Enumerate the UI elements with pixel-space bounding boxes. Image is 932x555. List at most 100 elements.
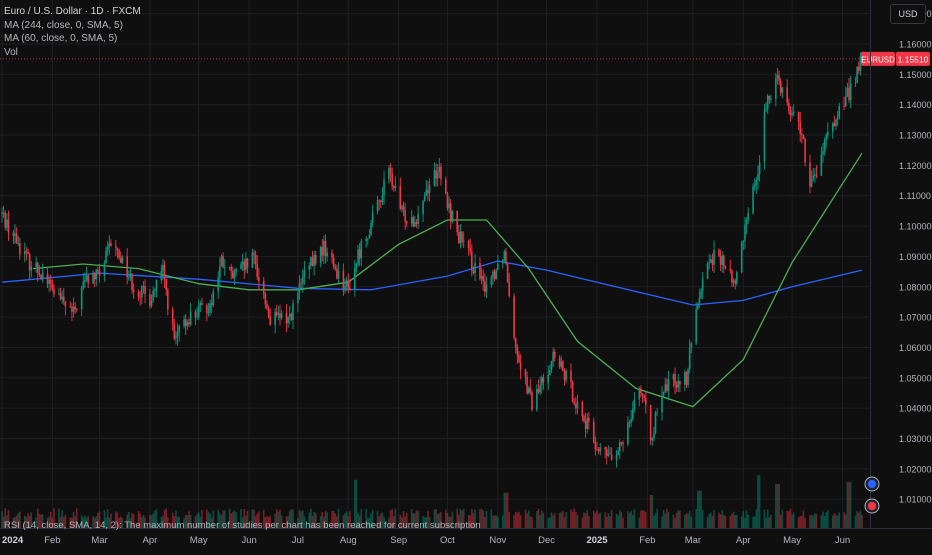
candle-body[interactable] [345,280,348,287]
candle-body[interactable] [223,267,226,269]
candle-body[interactable] [48,279,50,284]
candle-body[interactable] [775,78,777,100]
candle-body[interactable] [797,112,800,122]
candle-body[interactable] [654,412,657,433]
candle-body[interactable] [599,447,602,452]
candle-body[interactable] [744,224,746,241]
candle-body[interactable] [415,222,418,224]
candle-body[interactable] [425,189,428,196]
candle-body[interactable] [661,395,663,413]
candle-body[interactable] [162,264,164,272]
candle-body[interactable] [786,87,789,103]
legend-ma244[interactable]: MA (244, close, 0, SMA, 5) [4,19,123,31]
candle-body[interactable] [337,271,340,279]
candle-body[interactable] [46,273,49,284]
candle-body[interactable] [490,277,493,286]
candle-body[interactable] [576,401,579,409]
candle-body[interactable] [53,289,55,295]
candle-body[interactable] [378,200,380,202]
candle-body[interactable] [370,222,372,235]
candle-body[interactable] [196,316,198,318]
candle-body[interactable] [269,316,272,326]
candle-body[interactable] [605,449,608,456]
candle-body[interactable] [324,240,327,257]
candle-body[interactable] [23,250,26,255]
candle-body[interactable] [371,211,374,223]
candle-body[interactable] [167,289,169,310]
candle-body[interactable] [308,265,311,270]
candle-body[interactable] [388,167,390,180]
candle-body[interactable] [246,258,249,268]
candle-body[interactable] [228,266,231,268]
candle-body[interactable] [321,247,324,256]
candle-body[interactable] [197,305,200,317]
candle-body[interactable] [288,314,291,317]
candle-body[interactable] [484,281,486,292]
candle-body[interactable] [323,240,325,256]
candle-body[interactable] [222,256,224,268]
candle-body[interactable] [778,75,780,81]
candle-body[interactable] [184,319,187,326]
candle-body[interactable] [212,291,215,306]
candle-body[interactable] [516,347,519,356]
candle-body[interactable] [513,296,515,339]
candle-body[interactable] [332,257,335,267]
candle-body[interactable] [575,404,577,409]
candle-body[interactable] [814,174,816,176]
candle-body[interactable] [667,379,670,391]
candle-body[interactable] [349,288,351,290]
candle-body[interactable] [401,206,403,209]
candle-body[interactable] [675,384,678,388]
candle-body[interactable] [550,361,553,371]
candle-body[interactable] [394,185,397,189]
candle-body[interactable] [28,253,31,271]
candle-body[interactable] [38,272,41,275]
currency-button[interactable]: USD [890,4,926,24]
candle-body[interactable] [854,82,857,84]
candle-body[interactable] [114,246,117,248]
candle-body[interactable] [95,269,98,280]
candle-body[interactable] [474,262,476,274]
candle-body[interactable] [617,451,619,455]
candle-body[interactable] [649,405,652,441]
candle-body[interactable] [93,272,96,280]
candle-body[interactable] [30,266,33,271]
candle-body[interactable] [129,273,132,278]
candle-body[interactable] [586,417,589,429]
candle-body[interactable] [12,232,15,236]
candle-body[interactable] [539,385,541,393]
candle-body[interactable] [82,281,85,288]
candle-body[interactable] [292,303,294,321]
candle-body[interactable] [422,201,424,215]
candle-body[interactable] [267,308,270,317]
candle-body[interactable] [508,282,511,297]
candle-body[interactable] [503,251,506,261]
candle-body[interactable] [565,370,567,381]
candle-body[interactable] [6,219,8,228]
candle-body[interactable] [14,233,16,236]
candle-body[interactable] [843,106,845,107]
candle-body[interactable] [594,442,597,450]
candle-body[interactable] [219,266,221,278]
candle-body[interactable] [711,259,714,265]
candle-body[interactable] [59,293,62,300]
candle-body[interactable] [713,250,715,265]
candle-body[interactable] [757,174,759,181]
candle-body[interactable] [562,361,564,371]
candle-body[interactable] [436,171,439,179]
candle-body[interactable] [524,369,527,377]
candle-body[interactable] [695,309,697,344]
candle-body[interactable] [581,401,584,417]
candle-body[interactable] [723,255,725,267]
candle-body[interactable] [87,275,89,284]
candle-body[interactable] [25,250,28,252]
candle-body[interactable] [258,277,260,282]
candle-body[interactable] [251,252,254,268]
candle-body[interactable] [279,313,281,319]
candle-body[interactable] [662,391,665,396]
candle-body[interactable] [820,154,823,176]
candle-body[interactable] [399,185,402,209]
candle-body[interactable] [697,304,699,310]
candle-body[interactable] [406,221,408,224]
candle-body[interactable] [791,113,793,116]
